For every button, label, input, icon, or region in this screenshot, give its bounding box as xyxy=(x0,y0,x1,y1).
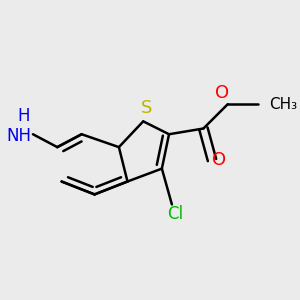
Text: H: H xyxy=(18,106,30,124)
Text: CH₃: CH₃ xyxy=(269,97,297,112)
Text: Cl: Cl xyxy=(167,206,183,224)
Text: O: O xyxy=(215,84,229,102)
Text: NH: NH xyxy=(7,127,32,145)
Text: O: O xyxy=(212,151,226,169)
Text: S: S xyxy=(141,100,152,118)
